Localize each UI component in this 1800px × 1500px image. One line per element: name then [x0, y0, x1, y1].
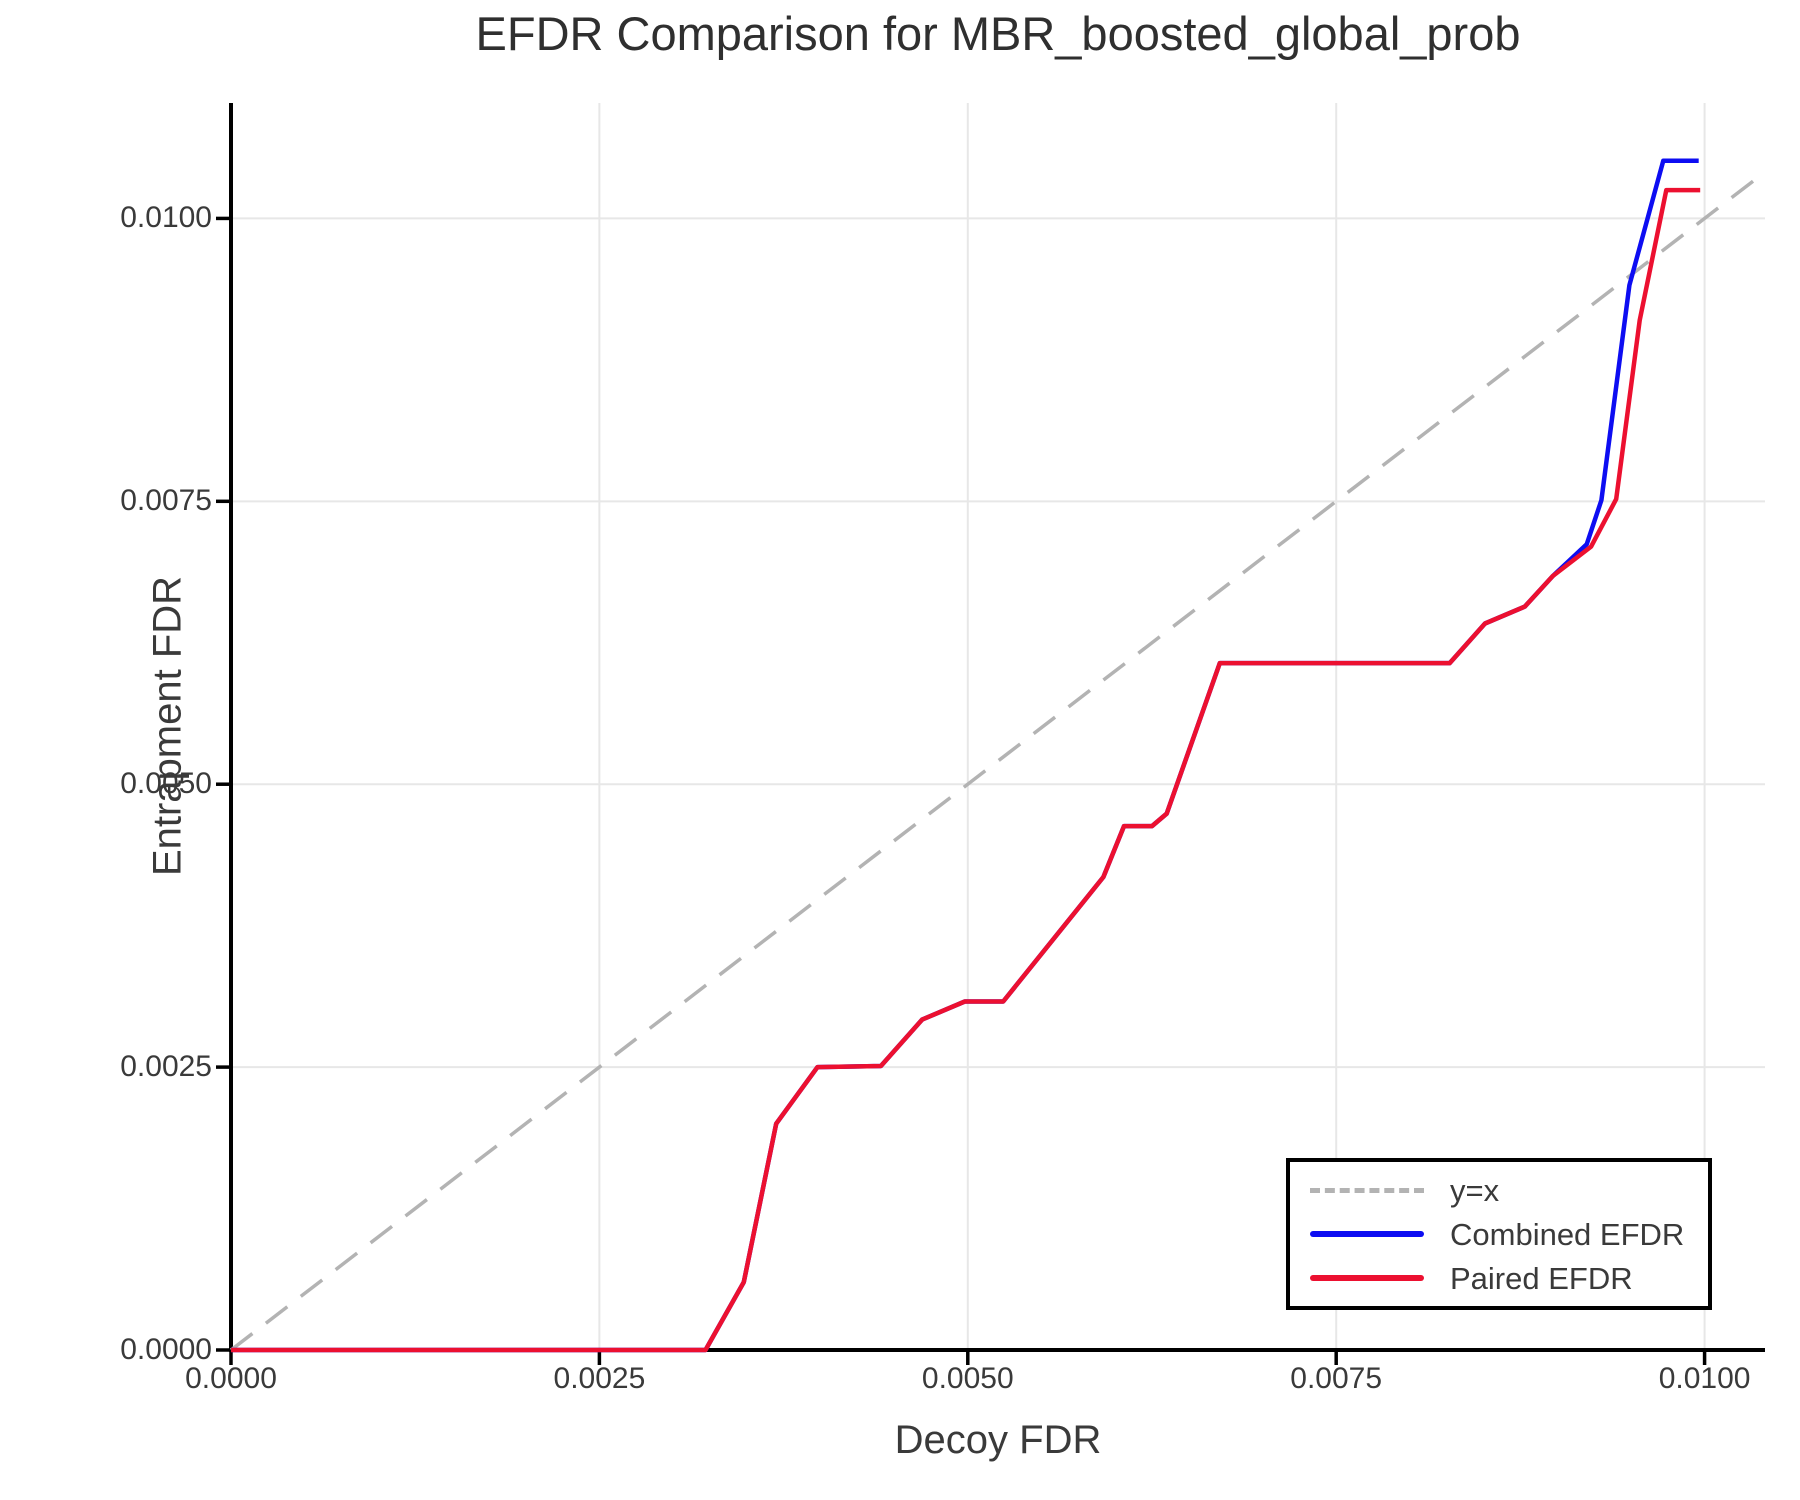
legend-label-identity: y=x — [1450, 1172, 1500, 1208]
y-axis-label: Entrapment FDR — [145, 575, 190, 877]
y-tick-label: 0.0075 — [120, 484, 212, 518]
x-tick-label: 0.0025 — [553, 1362, 646, 1395]
paired-line-sample — [1310, 1275, 1424, 1281]
x-tick-label: 0.0000 — [185, 1362, 277, 1395]
y-tick-label: 0.0100 — [120, 201, 212, 235]
legend-label-paired: Paired EFDR — [1450, 1260, 1633, 1296]
legend-row-paired: Paired EFDR — [1310, 1256, 1690, 1300]
series-y-x — [229, 170, 1767, 1352]
x-tick-label: 0.0050 — [921, 1362, 1014, 1395]
y-tick-label: 0.0025 — [120, 1050, 212, 1084]
legend-row-combined: Combined EFDR — [1310, 1212, 1690, 1256]
series-paired-efdr — [231, 187, 1701, 1353]
x-axis-label: Decoy FDR — [894, 1418, 1102, 1462]
legend-box: y=x Combined EFDR Paired EFDR — [1286, 1158, 1712, 1310]
y-tick-label: 0.0050 — [120, 767, 212, 801]
legend-label-combined: Combined EFDR — [1450, 1216, 1685, 1252]
chart-title: EFDR Comparison for MBR_boosted_global_p… — [475, 7, 1521, 60]
x-tick-label: 0.0100 — [1658, 1362, 1751, 1395]
y-tick-label: 0.0000 — [120, 1333, 212, 1366]
identity-line-sample — [1310, 1187, 1424, 1193]
legend-row-identity: y=x — [1310, 1168, 1690, 1212]
x-tick-label: 0.0075 — [1290, 1362, 1383, 1395]
combined-line-sample — [1310, 1231, 1424, 1237]
